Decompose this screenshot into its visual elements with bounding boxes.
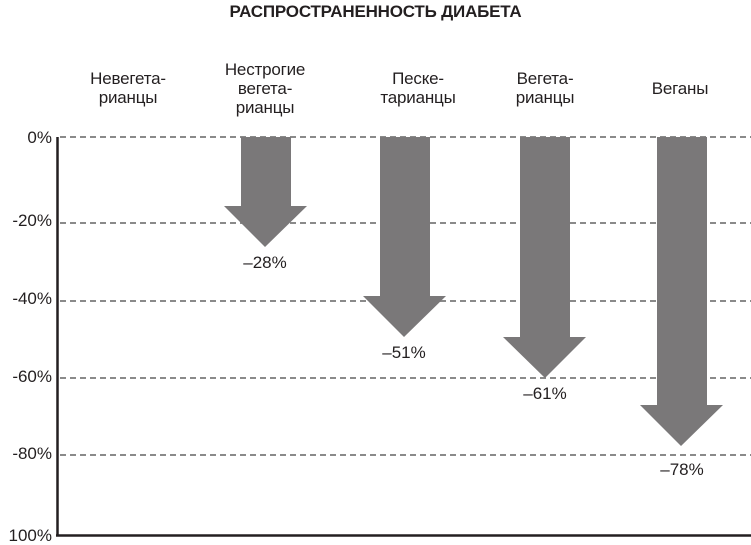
category-label-vegans: Веганы — [651, 79, 709, 98]
arrow-pescatarians — [363, 137, 446, 337]
category-label-nonvegetarians: Невегета- рианцы — [90, 69, 166, 107]
value-label-vegetarians: –61% — [523, 384, 567, 403]
y-tick-label: -80% — [12, 444, 52, 463]
value-label-pescatarians: –51% — [382, 343, 426, 362]
category-label-vegetarians: Вегета- рианцы — [515, 69, 575, 107]
arrow-semi-vegetarians — [224, 137, 307, 247]
chart-title: РАСПРОСТРАНЕННОСТЬ ДИАБЕТА — [229, 2, 522, 21]
y-tick-label: -40% — [12, 289, 52, 308]
arrow-vegans — [640, 137, 723, 446]
category-label-pescatarians: Песке- тарианцы — [380, 69, 456, 107]
y-tick-label: -60% — [12, 367, 52, 386]
arrow-vegetarians — [503, 137, 586, 378]
value-label-vegans: –78% — [660, 460, 704, 479]
category-label-semi-vegetarians: Нестрогие вегета- рианцы — [224, 60, 306, 117]
y-tick-label: 100% — [8, 526, 52, 545]
value-label-semi-vegetarians: –28% — [243, 253, 287, 272]
y-tick-label: -20% — [12, 211, 52, 230]
y-tick-label: 0% — [27, 128, 52, 147]
